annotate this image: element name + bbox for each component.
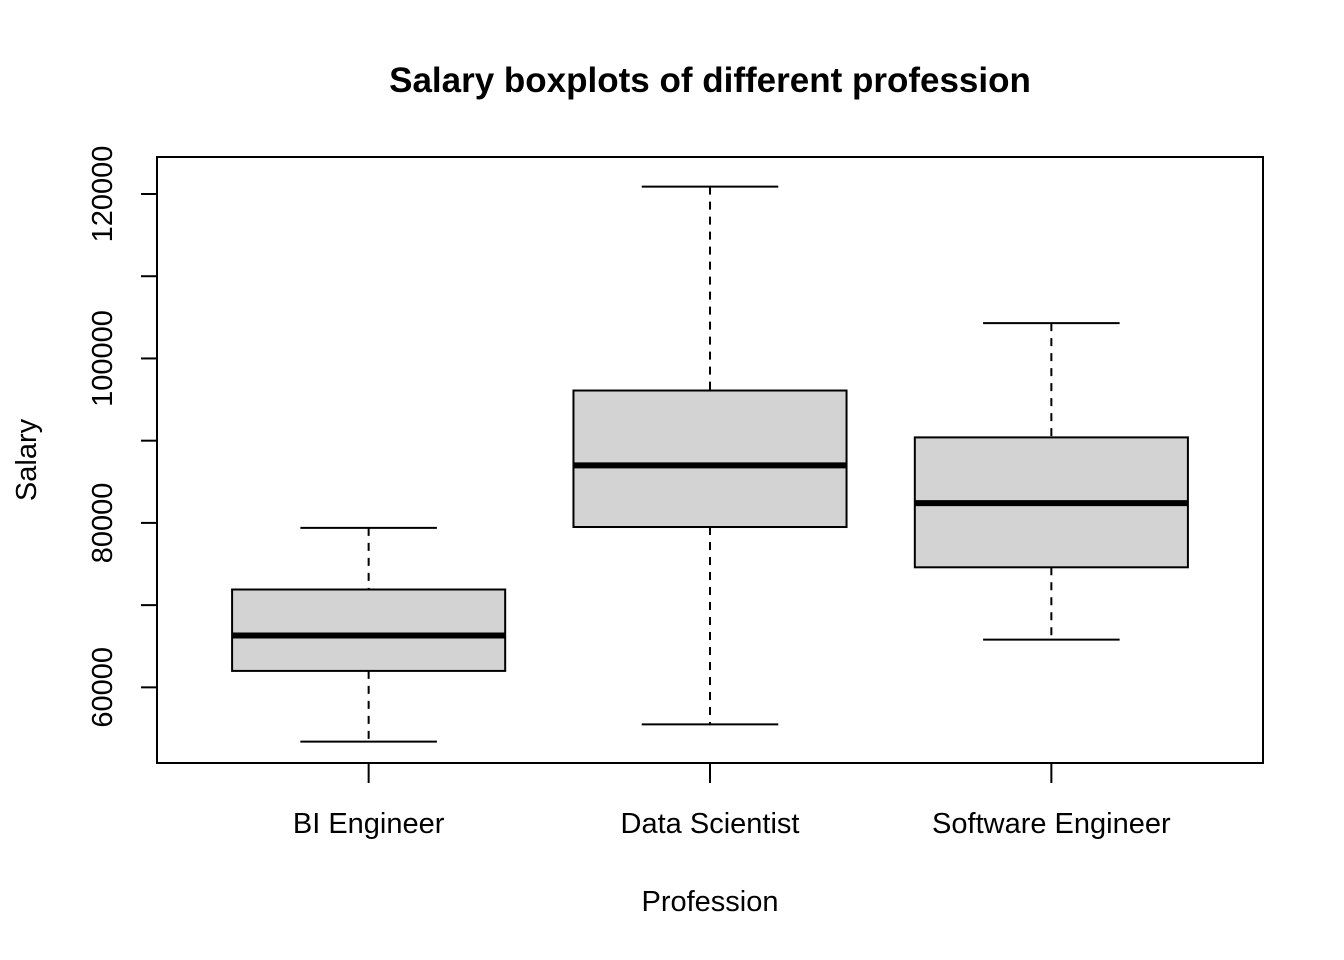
- iqr-box: [572, 389, 848, 529]
- box-software-engineer: [913, 322, 1189, 641]
- y-tick-label: 60000: [87, 647, 119, 728]
- boxes-group: [231, 185, 1189, 743]
- y-axis: 60000 80000 100000 120000: [87, 146, 157, 728]
- box-data-scientist: [572, 185, 848, 726]
- chart-title: Salary boxplots of different profession: [389, 61, 1031, 100]
- x-tick-label: BI Engineer: [293, 808, 445, 840]
- box-bi-engineer: [231, 526, 507, 743]
- y-tick-label: 120000: [87, 146, 119, 243]
- x-axis: BI Engineer Data Scientist Software Engine…: [293, 763, 1171, 840]
- iqr-box: [231, 588, 507, 672]
- y-tick-label: 100000: [87, 310, 119, 407]
- y-tick-label: 80000: [87, 483, 119, 564]
- x-axis-label: Profession: [641, 886, 778, 918]
- x-tick-label: Software Engineer: [932, 808, 1171, 840]
- x-tick-label: Data Scientist: [621, 808, 800, 840]
- y-axis-label: Salary: [11, 418, 43, 501]
